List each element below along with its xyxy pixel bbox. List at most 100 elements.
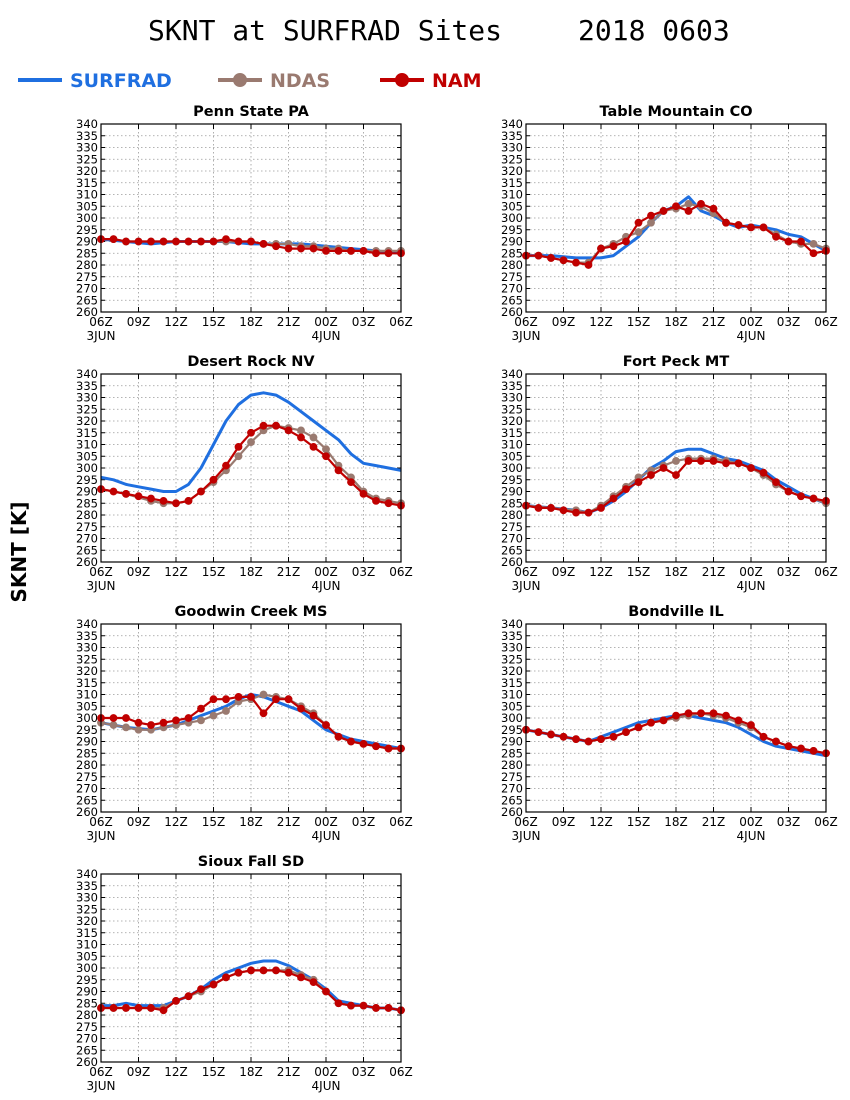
data-point: [109, 235, 118, 244]
y-tick-label: 285: [501, 746, 523, 760]
y-tick-label: 265: [76, 1043, 98, 1057]
x-tick-label: 00Z: [739, 565, 763, 579]
legend-item-nam: NAM: [380, 70, 482, 92]
x-date-label: 3JUN: [512, 829, 541, 843]
x-tick-label: 00Z: [314, 1065, 338, 1079]
x-tick-label: 15Z: [202, 815, 226, 829]
panel-title: Fort Peck MT: [623, 354, 730, 370]
plot-frame: [100, 373, 402, 563]
data-point: [322, 452, 330, 461]
data-point: [797, 237, 805, 246]
x-tick-label: 06Z: [514, 315, 538, 329]
x-tick-label: 06Z: [89, 565, 113, 579]
data-point: [572, 735, 580, 744]
data-point: [159, 718, 168, 727]
panel-title: Penn State PA: [193, 104, 309, 120]
x-tick-label: 06Z: [814, 315, 838, 329]
x-tick-label: 21Z: [277, 1065, 301, 1079]
data-point: [172, 237, 180, 246]
y-tick-label: 335: [501, 379, 523, 393]
x-tick-label: 03Z: [777, 565, 801, 579]
plot-frame: [525, 123, 827, 313]
y-tick-label: 325: [76, 152, 98, 166]
data-point: [322, 246, 330, 255]
x-date-label: 3JUN: [87, 829, 116, 843]
y-tick-label: 265: [501, 793, 523, 807]
data-point: [559, 256, 568, 265]
y-tick-label: 295: [501, 473, 523, 487]
data-point: [734, 716, 743, 725]
y-tick-label: 305: [501, 699, 523, 713]
y-tick-label: 335: [76, 129, 98, 143]
y-tick-label: 300: [501, 461, 523, 475]
y-tick-label: 325: [76, 902, 98, 916]
data-point: [797, 744, 805, 753]
legend-item-surfrad: SURFRAD: [18, 70, 172, 92]
y-tick-label: 330: [76, 891, 98, 905]
data-point: [697, 709, 705, 718]
y-tick-label: 340: [76, 867, 98, 881]
data-point: [347, 737, 355, 746]
data-point: [122, 489, 130, 498]
data-point: [122, 237, 130, 246]
y-tick-label: 265: [76, 543, 98, 557]
y-tick-label: 315: [76, 676, 98, 690]
x-tick-label: 18Z: [664, 315, 688, 329]
data-point: [547, 254, 555, 262]
data-point: [784, 237, 793, 246]
data-point: [347, 246, 355, 255]
y-tick-label: 310: [76, 438, 98, 452]
x-tick-label: 21Z: [702, 815, 726, 829]
x-date-label: 4JUN: [312, 829, 341, 843]
data-point: [272, 242, 280, 251]
y-tick-label: 325: [76, 402, 98, 416]
data-point: [759, 468, 768, 477]
y-tick-label: 290: [501, 485, 523, 499]
y-tick-label: 300: [501, 211, 523, 225]
x-date-label: 3JUN: [512, 579, 541, 593]
data-point: [584, 261, 593, 269]
data-point: [659, 464, 668, 472]
data-point: [559, 506, 568, 515]
data-point: [372, 1004, 380, 1012]
data-point: [672, 711, 680, 720]
data-point: [572, 508, 580, 517]
data-point: [247, 237, 255, 246]
data-point: [709, 709, 718, 718]
y-tick-label: 290: [501, 735, 523, 749]
x-tick-label: 21Z: [277, 565, 301, 579]
panel-title: Sioux Fall SD: [198, 854, 304, 870]
y-tick-label: 285: [501, 496, 523, 510]
panel-goodwin-creek-ms: Goodwin Creek MS 260265270275280285290295…: [76, 604, 413, 843]
panel-title: Table Mountain CO: [599, 104, 752, 120]
data-point: [209, 695, 218, 704]
x-tick-label: 18Z: [239, 565, 263, 579]
plot-frame: [525, 623, 827, 813]
data-point: [747, 721, 755, 729]
y-tick-label: 275: [501, 520, 523, 534]
x-tick-label: 09Z: [552, 815, 576, 829]
y-tick-label: 260: [76, 555, 98, 569]
x-tick-label: 03Z: [352, 565, 376, 579]
x-tick-label: 06Z: [814, 565, 838, 579]
y-tick-label: 335: [76, 379, 98, 393]
x-tick-label: 03Z: [352, 315, 376, 329]
y-tick-label: 330: [76, 141, 98, 155]
data-point: [159, 496, 168, 505]
panels: Penn State PA260265270275280285290295300…: [76, 104, 838, 1093]
data-point: [234, 452, 243, 461]
data-point: [122, 1004, 130, 1012]
x-date-label: 3JUN: [512, 329, 541, 343]
data-point: [109, 487, 118, 496]
y-tick-label: 285: [76, 746, 98, 760]
data-point: [309, 711, 318, 720]
data-point: [772, 478, 780, 486]
plot-frame: [100, 873, 402, 1063]
data-point: [234, 968, 243, 977]
y-tick-label: 325: [76, 652, 98, 666]
data-point: [647, 471, 655, 479]
data-point: [222, 707, 230, 715]
legend: SURFRAD NDAS NAM: [18, 70, 482, 92]
data-point: [384, 249, 393, 258]
data-point: [259, 690, 268, 699]
